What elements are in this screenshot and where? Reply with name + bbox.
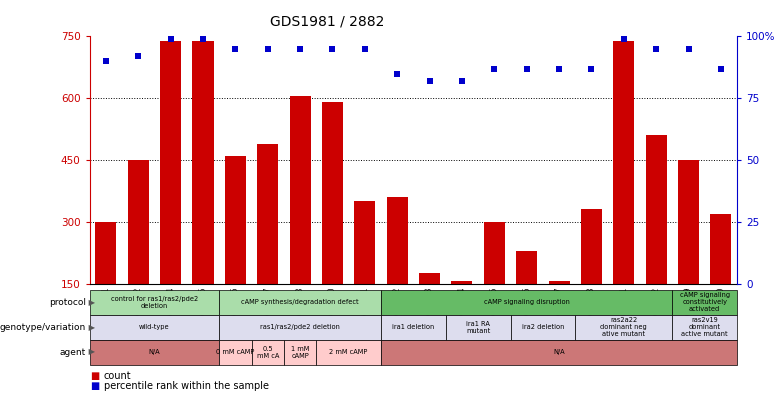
Point <box>132 53 144 60</box>
Text: count: count <box>104 371 131 381</box>
Text: ira1 RA
mutant: ira1 RA mutant <box>466 320 491 334</box>
Bar <box>128 160 149 345</box>
Text: ras2a22
dominant neg
ative mutant: ras2a22 dominant neg ative mutant <box>601 317 647 337</box>
Point <box>488 65 501 72</box>
Point <box>553 65 566 72</box>
Bar <box>452 281 473 345</box>
Bar <box>160 40 181 345</box>
Text: 1 mM
cAMP: 1 mM cAMP <box>291 345 310 358</box>
Bar <box>548 281 569 345</box>
Text: ira1 deletion: ira1 deletion <box>392 324 434 330</box>
Text: ■: ■ <box>90 381 99 391</box>
Bar <box>354 201 375 345</box>
Point <box>229 45 242 52</box>
Text: ▶: ▶ <box>86 347 95 356</box>
Text: 2 mM cAMP: 2 mM cAMP <box>329 349 368 355</box>
Text: 0 mM cAMP: 0 mM cAMP <box>216 349 254 355</box>
Bar <box>193 40 214 345</box>
Text: cAMP signaling
constitutively
activated: cAMP signaling constitutively activated <box>679 292 730 312</box>
Bar <box>581 209 602 345</box>
Text: 0.5
mM cA: 0.5 mM cA <box>257 345 279 358</box>
Point <box>197 36 209 42</box>
Bar <box>257 143 278 345</box>
Text: N/A: N/A <box>149 349 160 355</box>
Bar <box>711 213 732 345</box>
Point <box>456 78 468 84</box>
Bar <box>646 135 667 345</box>
Point <box>618 36 630 42</box>
Point <box>359 45 371 52</box>
Text: percentile rank within the sample: percentile rank within the sample <box>104 381 269 391</box>
Bar <box>678 160 699 345</box>
Text: N/A: N/A <box>553 349 565 355</box>
Text: agent: agent <box>59 347 86 356</box>
Point <box>650 45 662 52</box>
Text: ▶: ▶ <box>86 322 95 332</box>
Text: ■: ■ <box>90 371 99 381</box>
Text: ira2 deletion: ira2 deletion <box>522 324 564 330</box>
Point <box>585 65 597 72</box>
Text: cAMP synthesis/degradation defect: cAMP synthesis/degradation defect <box>241 299 359 305</box>
Point <box>714 65 727 72</box>
Point <box>294 45 307 52</box>
Point <box>682 45 695 52</box>
Point <box>100 58 112 64</box>
Point <box>165 36 177 42</box>
Text: ras2v19
dominant
active mutant: ras2v19 dominant active mutant <box>682 317 728 337</box>
Bar <box>516 251 537 345</box>
Point <box>520 65 533 72</box>
Bar <box>322 102 343 345</box>
Text: ras1/ras2/pde2 deletion: ras1/ras2/pde2 deletion <box>261 324 340 330</box>
Text: cAMP signaling disruption: cAMP signaling disruption <box>484 299 569 305</box>
Point <box>424 78 436 84</box>
Text: GDS1981 / 2882: GDS1981 / 2882 <box>271 14 385 28</box>
Bar <box>289 96 310 345</box>
Text: genotype/variation: genotype/variation <box>0 322 86 332</box>
Text: wild-type: wild-type <box>139 324 170 330</box>
Point <box>391 70 403 77</box>
Text: protocol: protocol <box>49 298 86 307</box>
Bar <box>95 222 116 345</box>
Bar <box>484 222 505 345</box>
Bar <box>419 273 440 345</box>
Text: ▶: ▶ <box>86 298 95 307</box>
Text: control for ras1/ras2/pde2
deletion: control for ras1/ras2/pde2 deletion <box>111 296 198 309</box>
Bar <box>225 156 246 345</box>
Bar <box>613 40 634 345</box>
Point <box>261 45 274 52</box>
Point <box>326 45 339 52</box>
Bar <box>387 197 408 345</box>
